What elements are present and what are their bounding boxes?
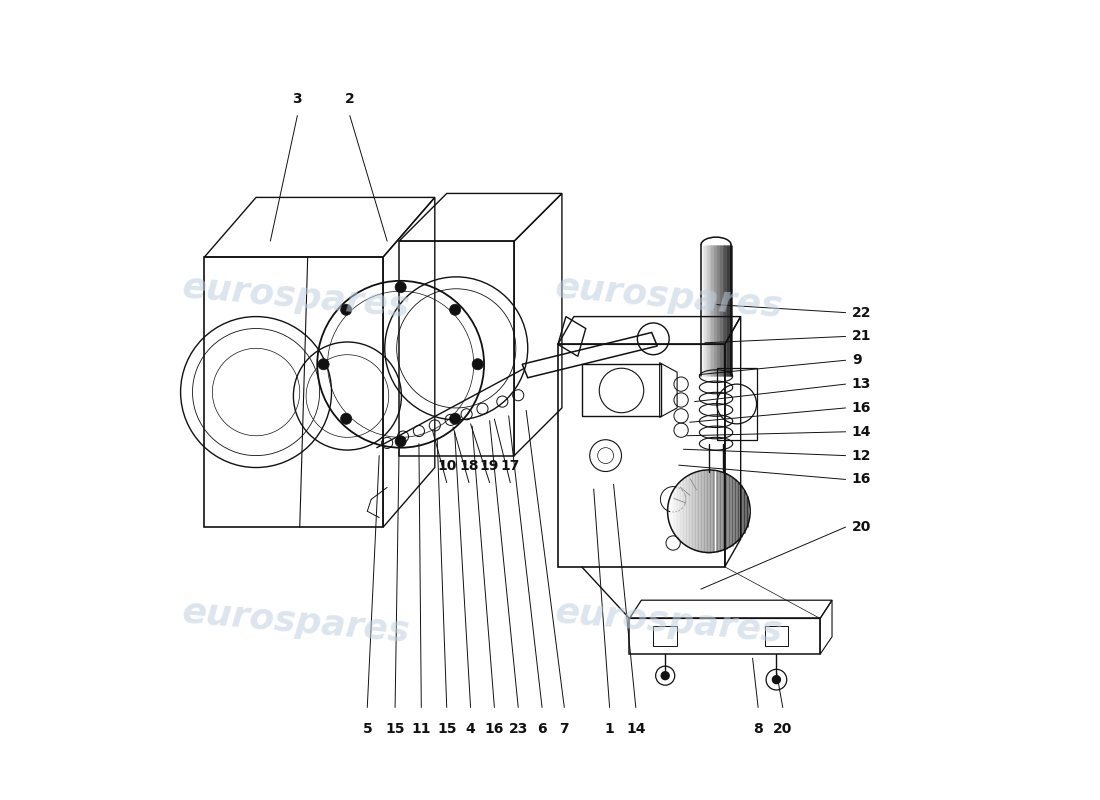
Text: 15: 15 (385, 722, 405, 736)
Text: 11: 11 (411, 722, 431, 736)
Text: 16: 16 (851, 473, 871, 486)
Circle shape (450, 413, 461, 424)
Circle shape (341, 413, 352, 424)
Text: 16: 16 (485, 722, 504, 736)
Text: 8: 8 (754, 722, 763, 736)
Text: 20: 20 (773, 722, 792, 736)
Text: eurospares: eurospares (180, 595, 411, 650)
Text: eurospares: eurospares (553, 270, 784, 324)
Text: 4: 4 (465, 722, 475, 736)
Text: 14: 14 (851, 425, 871, 438)
Text: 12: 12 (851, 449, 871, 462)
Text: 2: 2 (345, 92, 354, 106)
Circle shape (450, 304, 461, 315)
Circle shape (318, 358, 329, 370)
Text: eurospares: eurospares (553, 595, 784, 650)
Text: eurospares: eurospares (180, 270, 411, 324)
Circle shape (395, 282, 406, 293)
Circle shape (772, 676, 780, 684)
Text: 16: 16 (851, 401, 871, 415)
Text: 14: 14 (626, 722, 646, 736)
Text: 3: 3 (293, 92, 303, 106)
Text: 21: 21 (851, 330, 871, 343)
Text: 9: 9 (851, 354, 861, 367)
Text: 20: 20 (851, 520, 871, 534)
Text: 6: 6 (537, 722, 547, 736)
Circle shape (395, 436, 406, 447)
Text: 18: 18 (459, 459, 478, 473)
Text: 7: 7 (560, 722, 569, 736)
Text: 19: 19 (480, 459, 499, 473)
Text: 13: 13 (851, 377, 871, 391)
Text: 1: 1 (605, 722, 615, 736)
Text: 15: 15 (437, 722, 456, 736)
Text: 17: 17 (500, 459, 520, 473)
Text: 10: 10 (437, 459, 456, 473)
Text: 5: 5 (362, 722, 372, 736)
Circle shape (341, 304, 352, 315)
Text: 23: 23 (508, 722, 528, 736)
Circle shape (472, 358, 483, 370)
Circle shape (661, 672, 669, 680)
Text: 22: 22 (851, 306, 871, 320)
